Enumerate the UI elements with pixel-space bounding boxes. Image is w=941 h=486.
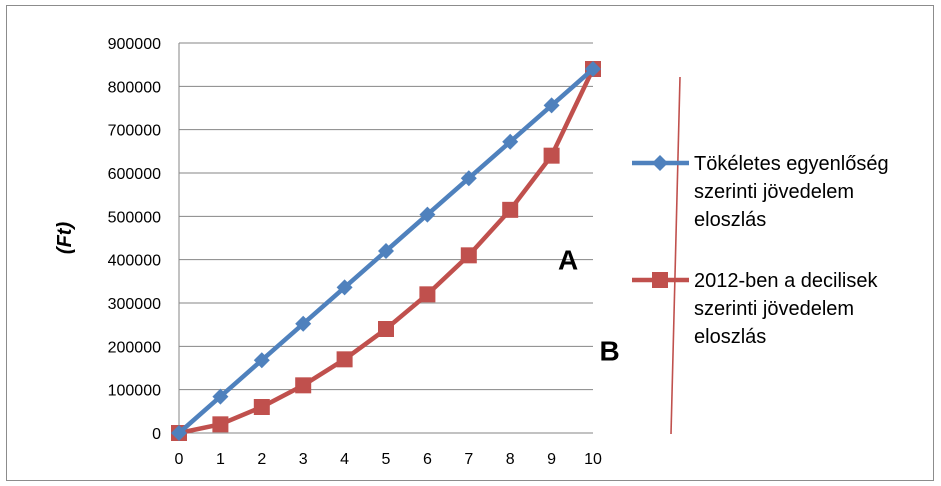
data-point-square [652,272,668,288]
x-tick-label: 5 [382,451,391,468]
x-tick-label: 6 [423,451,432,468]
data-point-diamond [502,133,519,150]
y-tick-label: 700000 [108,123,161,140]
legend-label-line: szerinti jövedelem [694,298,854,320]
data-point-square [253,399,270,415]
annotation-line [670,76,681,435]
annotation-label: B [599,336,619,367]
data-point-square [212,416,229,433]
annotation-label: A [558,245,578,276]
y-tick-label: 600000 [108,166,161,183]
y-tick-label: 400000 [108,253,161,270]
x-tick-label: 3 [299,451,308,468]
axis-layer: 0 100000 200000 300000 400000 500000 600000 700… [54,36,602,468]
legend: Tökéletes egyenlőség szerinti jövedelem el… [632,153,889,348]
series-1 [171,61,601,441]
data-point-square [336,351,353,368]
legend-entry-2: 2012-ben a decilisek szerinti jövedelem el… [632,270,878,348]
y-tick-label: 500000 [108,209,161,226]
data-point-square [419,286,436,303]
y-tick-label: 900000 [108,36,161,53]
data-point-diamond [460,170,477,187]
series-layer [171,61,601,441]
data-point-diamond [295,315,312,332]
y-tick-label: 200000 [108,339,161,356]
legend-label-line: eloszlás [694,326,766,348]
y-axis-title: (Ft) [54,222,76,255]
chart-frame: 0 100000 200000 300000 400000 500000 600000 700… [6,5,934,481]
x-tick-label: 2 [257,451,266,468]
legend-label-line: szerinti jövedelem [694,181,854,203]
y-tick-label: 300000 [108,296,161,313]
y-tick-label: 0 [152,426,161,443]
annotation-layer: AB [558,76,681,435]
data-point-square [295,377,312,394]
data-point-square [378,321,394,337]
data-point-diamond [419,206,436,223]
y-tick-label: 100000 [108,383,161,400]
chart-svg: 0 100000 200000 300000 400000 500000 600000 700… [54,36,889,468]
legend-entry-1: Tökéletes egyenlőség szerinti jövedelem el… [632,153,889,231]
x-tick-label: 8 [506,451,515,468]
data-point-diamond [171,425,187,441]
data-point-diamond [212,388,229,405]
grid-layer [179,42,593,391]
data-point-diamond [585,61,601,77]
data-point-square [502,201,519,218]
y-tick-label: 800000 [108,79,161,96]
x-tick-label: 10 [584,451,602,468]
data-point-diamond [543,97,560,114]
data-point-diamond [378,243,394,259]
x-tick-label: 1 [216,451,225,468]
data-point-square [543,147,560,164]
x-tick-label: 9 [547,451,556,468]
data-point-diamond [336,279,353,296]
legend-label-line: Tökéletes egyenlőség [694,153,889,175]
data-point-square [460,247,477,264]
x-tick-label: 7 [464,451,473,468]
legend-label-line: 2012-ben a decilisek [694,270,878,292]
legend-label-line: eloszlás [694,209,766,231]
data-point-diamond [652,155,668,171]
x-tick-label: 0 [175,451,184,468]
x-tick-label: 4 [340,451,349,468]
